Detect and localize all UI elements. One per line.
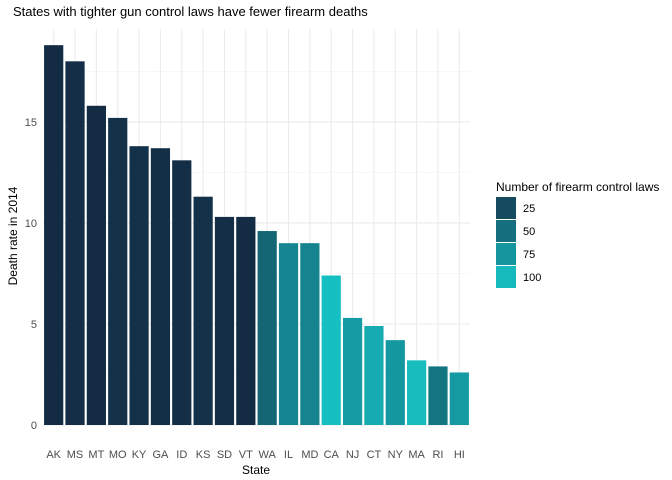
bar-ny: [385, 340, 405, 425]
legend-title: Number of firearm control laws: [496, 180, 659, 194]
bar-hi: [449, 372, 469, 425]
bar-ga: [150, 148, 171, 425]
x-tick-label: VT: [239, 449, 253, 461]
bar-md: [300, 243, 320, 425]
y-tick-label: 15: [25, 117, 37, 129]
x-tick-label: AK: [46, 449, 61, 461]
legend-label: 25: [523, 203, 535, 215]
bar-ca: [321, 275, 341, 425]
legend-label: 100: [523, 272, 541, 284]
x-axis-ticks: AK MS MT MO KY GA ID KS SD VT WA IL MD CA NJ CT NY MA RI HI: [46, 449, 464, 461]
grid-lines: [43, 29, 470, 426]
bar-ms: [65, 61, 85, 425]
legend-swatch: [496, 243, 516, 265]
bar-mt: [86, 105, 106, 425]
y-tick-label: 10: [25, 218, 37, 230]
bar-nj: [342, 317, 363, 425]
legend-keys: 25 50 75 100: [496, 197, 541, 288]
x-tick-label: NJ: [346, 449, 359, 461]
x-tick-label: CA: [324, 449, 340, 461]
chart-title: States with tighter gun control laws hav…: [13, 4, 368, 19]
x-tick-label: NY: [388, 449, 404, 461]
bar-wa: [257, 231, 277, 425]
y-axis-ticks: 0 5 10 15: [25, 117, 37, 432]
x-tick-label: KY: [132, 449, 147, 461]
x-tick-label: CT: [367, 449, 382, 461]
bars: [44, 45, 469, 426]
x-axis-label: State: [242, 463, 270, 477]
x-tick-label: MD: [301, 449, 318, 461]
bar-vt: [236, 216, 256, 425]
x-tick-label: ID: [176, 449, 187, 461]
bar-il: [278, 243, 299, 425]
x-tick-label: MS: [67, 449, 84, 461]
x-tick-label: MT: [88, 449, 104, 461]
x-tick-label: IL: [284, 449, 293, 461]
bar-ma: [407, 360, 427, 425]
bar-sd: [214, 216, 235, 425]
y-axis-label: Death rate in 2014: [6, 186, 20, 285]
bar-id: [172, 160, 192, 425]
bar-ak: [44, 45, 64, 425]
bar-mo: [108, 117, 128, 426]
x-tick-label: SD: [217, 449, 232, 461]
bar-ct: [364, 326, 384, 425]
x-tick-label: WA: [259, 449, 277, 461]
bar-ks: [193, 196, 213, 425]
x-tick-label: HI: [454, 449, 465, 461]
legend-swatch: [496, 220, 516, 242]
x-tick-label: RI: [432, 449, 443, 461]
legend-label: 50: [523, 226, 535, 238]
legend-label: 75: [523, 249, 535, 261]
legend: Number of firearm control laws 25 50 75 100: [496, 180, 659, 288]
legend-swatch: [496, 197, 516, 219]
legend-swatch: [496, 266, 516, 288]
x-tick-label: MA: [408, 449, 425, 461]
y-tick-label: 0: [31, 420, 37, 432]
x-tick-label: KS: [196, 449, 211, 461]
y-tick-label: 5: [31, 319, 37, 331]
bar-ky: [129, 146, 149, 426]
bar-ri: [428, 366, 448, 425]
x-tick-label: MO: [109, 449, 127, 461]
x-tick-label: GA: [152, 449, 169, 461]
